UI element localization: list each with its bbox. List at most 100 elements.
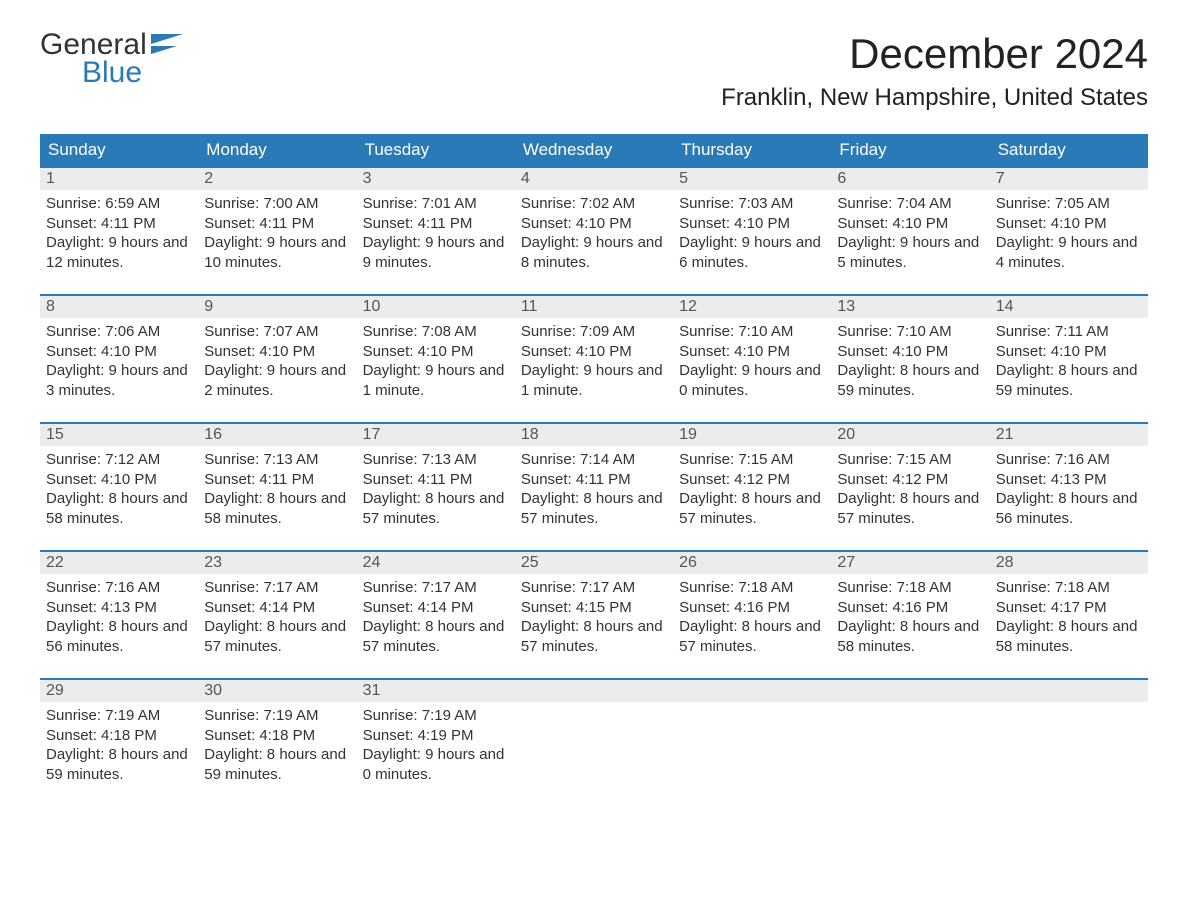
sunrise-line: Sunrise: 7:18 AM xyxy=(996,578,1142,598)
day-number: 15 xyxy=(40,424,198,446)
calendar-day-cell: 11Sunrise: 7:09 AMSunset: 4:10 PMDayligh… xyxy=(515,295,673,423)
calendar-day-cell: 30Sunrise: 7:19 AMSunset: 4:18 PMDayligh… xyxy=(198,679,356,807)
daylight-line: Daylight: 9 hours and 10 minutes. xyxy=(204,233,350,272)
day-content: Sunrise: 7:18 AMSunset: 4:16 PMDaylight:… xyxy=(673,574,831,662)
calendar-day-cell: 23Sunrise: 7:17 AMSunset: 4:14 PMDayligh… xyxy=(198,551,356,679)
sunrise-line: Sunrise: 7:19 AM xyxy=(204,706,350,726)
day-content: Sunrise: 7:16 AMSunset: 4:13 PMDaylight:… xyxy=(990,446,1148,534)
day-number: 23 xyxy=(198,552,356,574)
day-content: Sunrise: 7:08 AMSunset: 4:10 PMDaylight:… xyxy=(357,318,515,406)
calendar-day-cell: 3Sunrise: 7:01 AMSunset: 4:11 PMDaylight… xyxy=(357,167,515,295)
sunrise-line: Sunrise: 7:03 AM xyxy=(679,194,825,214)
daylight-line: Daylight: 9 hours and 0 minutes. xyxy=(679,361,825,400)
day-content: Sunrise: 7:15 AMSunset: 4:12 PMDaylight:… xyxy=(673,446,831,534)
sunrise-line: Sunrise: 7:16 AM xyxy=(996,450,1142,470)
calendar-day-cell: 17Sunrise: 7:13 AMSunset: 4:11 PMDayligh… xyxy=(357,423,515,551)
day-number: 13 xyxy=(831,296,989,318)
day-number: 22 xyxy=(40,552,198,574)
calendar-day-cell: 10Sunrise: 7:08 AMSunset: 4:10 PMDayligh… xyxy=(357,295,515,423)
location: Franklin, New Hampshire, United States xyxy=(721,84,1148,112)
sunrise-line: Sunrise: 7:12 AM xyxy=(46,450,192,470)
day-header-row: SundayMondayTuesdayWednesdayThursdayFrid… xyxy=(40,134,1148,167)
sunset-line: Sunset: 4:13 PM xyxy=(46,598,192,618)
day-header: Tuesday xyxy=(357,134,515,167)
day-content: Sunrise: 7:03 AMSunset: 4:10 PMDaylight:… xyxy=(673,190,831,278)
calendar-day-cell: 31Sunrise: 7:19 AMSunset: 4:19 PMDayligh… xyxy=(357,679,515,807)
sunset-line: Sunset: 4:12 PM xyxy=(837,470,983,490)
day-number: 20 xyxy=(831,424,989,446)
day-number: 14 xyxy=(990,296,1148,318)
calendar-day-cell: 20Sunrise: 7:15 AMSunset: 4:12 PMDayligh… xyxy=(831,423,989,551)
calendar-day-cell: 21Sunrise: 7:16 AMSunset: 4:13 PMDayligh… xyxy=(990,423,1148,551)
sunrise-line: Sunrise: 7:16 AM xyxy=(46,578,192,598)
sunrise-line: Sunrise: 7:17 AM xyxy=(363,578,509,598)
title-block: December 2024 Franklin, New Hampshire, U… xyxy=(721,30,1148,126)
calendar-week-row: 29Sunrise: 7:19 AMSunset: 4:18 PMDayligh… xyxy=(40,679,1148,807)
daylight-line: Daylight: 9 hours and 1 minute. xyxy=(521,361,667,400)
day-number: 24 xyxy=(357,552,515,574)
daylight-line: Daylight: 8 hours and 57 minutes. xyxy=(679,617,825,656)
sunset-line: Sunset: 4:14 PM xyxy=(363,598,509,618)
sunrise-line: Sunrise: 7:05 AM xyxy=(996,194,1142,214)
calendar-day-cell: 18Sunrise: 7:14 AMSunset: 4:11 PMDayligh… xyxy=(515,423,673,551)
day-header: Saturday xyxy=(990,134,1148,167)
day-number: 25 xyxy=(515,552,673,574)
day-number: 5 xyxy=(673,168,831,190)
calendar-week-row: 8Sunrise: 7:06 AMSunset: 4:10 PMDaylight… xyxy=(40,295,1148,423)
sunrise-line: Sunrise: 6:59 AM xyxy=(46,194,192,214)
calendar-day-cell xyxy=(515,679,673,807)
day-content: Sunrise: 7:05 AMSunset: 4:10 PMDaylight:… xyxy=(990,190,1148,278)
day-number: 4 xyxy=(515,168,673,190)
sunrise-line: Sunrise: 7:01 AM xyxy=(363,194,509,214)
sunrise-line: Sunrise: 7:14 AM xyxy=(521,450,667,470)
calendar-day-cell: 27Sunrise: 7:18 AMSunset: 4:16 PMDayligh… xyxy=(831,551,989,679)
day-number: 17 xyxy=(357,424,515,446)
calendar-day-cell: 7Sunrise: 7:05 AMSunset: 4:10 PMDaylight… xyxy=(990,167,1148,295)
calendar-day-cell: 14Sunrise: 7:11 AMSunset: 4:10 PMDayligh… xyxy=(990,295,1148,423)
calendar-day-cell: 24Sunrise: 7:17 AMSunset: 4:14 PMDayligh… xyxy=(357,551,515,679)
day-number: 2 xyxy=(198,168,356,190)
day-number: 8 xyxy=(40,296,198,318)
daylight-line: Daylight: 9 hours and 8 minutes. xyxy=(521,233,667,272)
day-content: Sunrise: 7:04 AMSunset: 4:10 PMDaylight:… xyxy=(831,190,989,278)
sunset-line: Sunset: 4:11 PM xyxy=(521,470,667,490)
sunset-line: Sunset: 4:19 PM xyxy=(363,726,509,746)
sunset-line: Sunset: 4:10 PM xyxy=(363,342,509,362)
daylight-line: Daylight: 8 hours and 57 minutes. xyxy=(363,489,509,528)
day-number: 19 xyxy=(673,424,831,446)
day-content: Sunrise: 7:17 AMSunset: 4:14 PMDaylight:… xyxy=(357,574,515,662)
daylight-line: Daylight: 9 hours and 0 minutes. xyxy=(363,745,509,784)
sunrise-line: Sunrise: 7:02 AM xyxy=(521,194,667,214)
sunrise-line: Sunrise: 7:15 AM xyxy=(679,450,825,470)
daylight-line: Daylight: 8 hours and 58 minutes. xyxy=(837,617,983,656)
sunset-line: Sunset: 4:15 PM xyxy=(521,598,667,618)
sunrise-line: Sunrise: 7:13 AM xyxy=(363,450,509,470)
calendar-day-cell: 19Sunrise: 7:15 AMSunset: 4:12 PMDayligh… xyxy=(673,423,831,551)
sunrise-line: Sunrise: 7:07 AM xyxy=(204,322,350,342)
day-content: Sunrise: 7:06 AMSunset: 4:10 PMDaylight:… xyxy=(40,318,198,406)
sunset-line: Sunset: 4:10 PM xyxy=(521,342,667,362)
sunset-line: Sunset: 4:10 PM xyxy=(521,214,667,234)
sunset-line: Sunset: 4:11 PM xyxy=(204,214,350,234)
day-content: Sunrise: 7:07 AMSunset: 4:10 PMDaylight:… xyxy=(198,318,356,406)
daylight-line: Daylight: 8 hours and 59 minutes. xyxy=(996,361,1142,400)
calendar-day-cell: 9Sunrise: 7:07 AMSunset: 4:10 PMDaylight… xyxy=(198,295,356,423)
day-content: Sunrise: 7:13 AMSunset: 4:11 PMDaylight:… xyxy=(198,446,356,534)
sunset-line: Sunset: 4:10 PM xyxy=(996,214,1142,234)
day-number: 12 xyxy=(673,296,831,318)
calendar-table: SundayMondayTuesdayWednesdayThursdayFrid… xyxy=(40,134,1148,807)
day-number: 18 xyxy=(515,424,673,446)
calendar-day-cell xyxy=(831,679,989,807)
sunset-line: Sunset: 4:11 PM xyxy=(46,214,192,234)
day-number: 6 xyxy=(831,168,989,190)
day-header: Monday xyxy=(198,134,356,167)
day-number: 26 xyxy=(673,552,831,574)
calendar-day-cell: 29Sunrise: 7:19 AMSunset: 4:18 PMDayligh… xyxy=(40,679,198,807)
calendar-week-row: 15Sunrise: 7:12 AMSunset: 4:10 PMDayligh… xyxy=(40,423,1148,551)
day-number-empty xyxy=(515,680,673,702)
day-header: Thursday xyxy=(673,134,831,167)
calendar-day-cell xyxy=(673,679,831,807)
sunset-line: Sunset: 4:10 PM xyxy=(46,342,192,362)
calendar-day-cell: 13Sunrise: 7:10 AMSunset: 4:10 PMDayligh… xyxy=(831,295,989,423)
sunrise-line: Sunrise: 7:11 AM xyxy=(996,322,1142,342)
